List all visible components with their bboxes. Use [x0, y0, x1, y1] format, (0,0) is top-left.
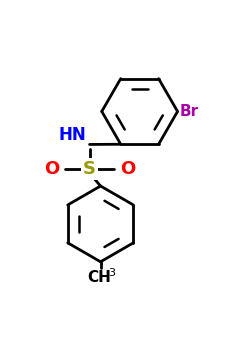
- Text: 3: 3: [108, 268, 116, 278]
- Text: O: O: [44, 160, 59, 178]
- Text: Br: Br: [180, 104, 199, 119]
- Text: CH: CH: [88, 270, 111, 285]
- Text: O: O: [120, 160, 135, 178]
- Text: HN: HN: [58, 126, 86, 144]
- Text: HN: HN: [58, 126, 86, 144]
- Text: S: S: [83, 160, 96, 178]
